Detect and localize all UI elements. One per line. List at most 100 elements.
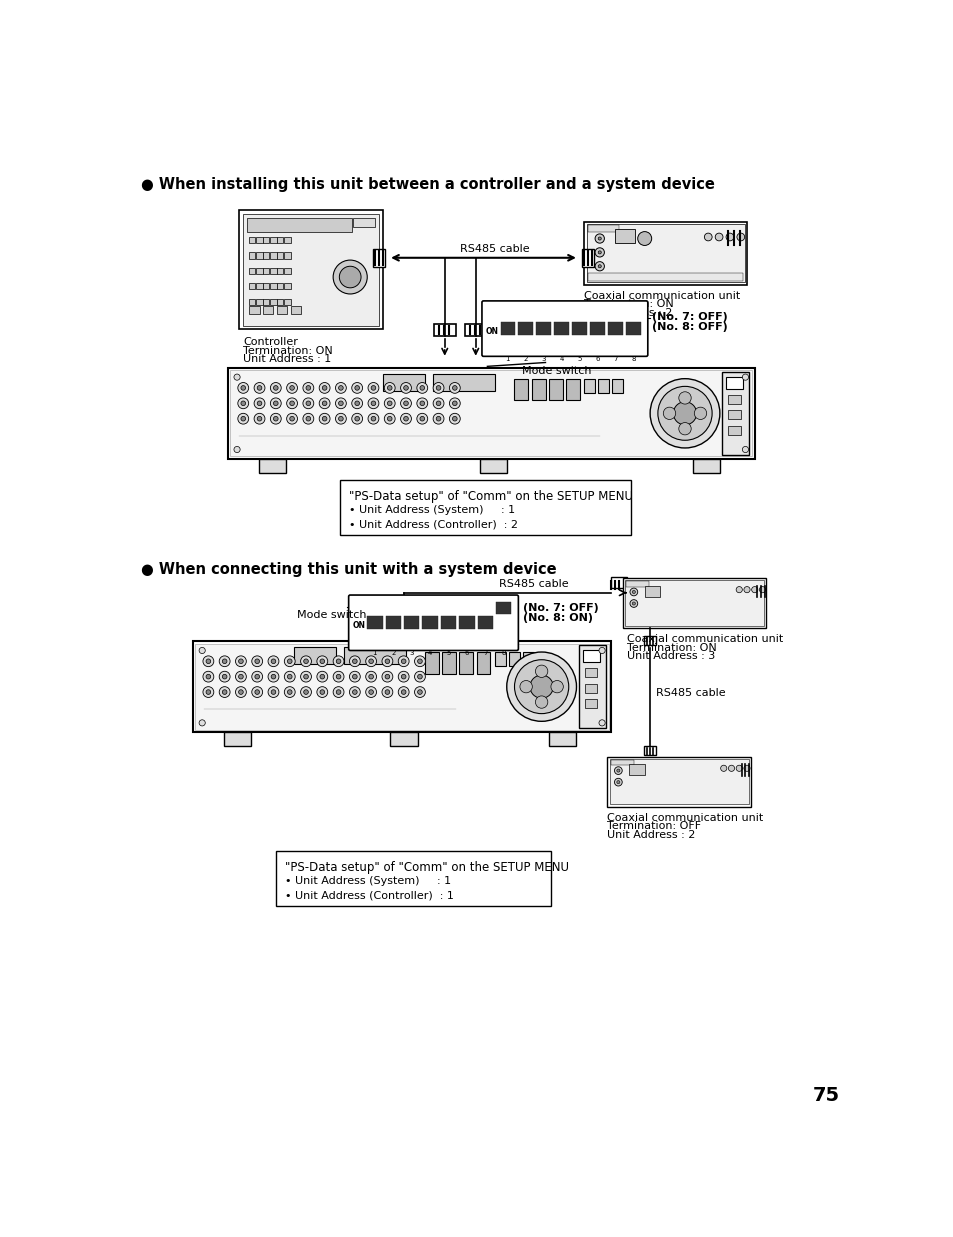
Bar [294,647,335,664]
Circle shape [415,672,425,682]
Bar [284,238,291,244]
Circle shape [290,417,294,421]
Bar [262,238,269,244]
Circle shape [614,767,621,774]
Bar [615,229,634,244]
Circle shape [355,417,359,421]
Circle shape [203,656,213,667]
Circle shape [449,398,459,408]
Text: 4: 4 [428,649,432,656]
Bar [725,377,742,388]
Circle shape [257,417,261,421]
Text: 6: 6 [595,355,599,361]
Text: Coaxial communication unit: Coaxial communication unit [583,291,740,301]
Circle shape [530,675,553,698]
Circle shape [720,766,726,772]
Bar [476,652,490,674]
Bar [571,307,587,335]
Circle shape [335,413,346,424]
Bar [587,225,618,231]
Circle shape [381,656,393,667]
Circle shape [303,674,308,679]
Bar [583,379,595,392]
Bar [495,601,512,630]
Circle shape [241,401,245,406]
Circle shape [632,602,635,605]
Bar [249,252,254,259]
Circle shape [449,382,459,393]
Circle shape [268,656,278,667]
Text: 5: 5 [577,355,581,361]
Circle shape [387,386,392,390]
Circle shape [385,690,390,694]
Text: "PS-Data setup" of "Comm" on the SETUP MENU: "PS-Data setup" of "Comm" on the SETUP M… [349,490,633,503]
Bar [396,599,410,615]
Text: 1: 1 [373,649,376,656]
Circle shape [715,233,722,241]
Circle shape [319,398,330,408]
Circle shape [319,690,324,694]
Bar [578,644,605,729]
Circle shape [417,690,422,694]
Circle shape [381,687,393,698]
Bar [548,379,562,401]
Circle shape [368,398,378,408]
Bar [624,580,763,626]
Circle shape [268,672,278,682]
Circle shape [759,586,765,593]
Circle shape [401,690,406,694]
Circle shape [303,382,314,393]
Bar [344,647,406,664]
Circle shape [349,656,360,667]
Bar [584,699,597,709]
Bar [464,324,486,335]
Circle shape [254,659,259,663]
Text: Termination: ON: Termination: ON [626,643,716,653]
Circle shape [222,690,227,694]
Text: ● When connecting this unit with a system device: ● When connecting this unit with a syste… [141,562,556,576]
Circle shape [199,720,205,726]
Bar [275,851,550,907]
Circle shape [365,672,376,682]
Circle shape [353,674,356,679]
Circle shape [535,696,547,709]
Circle shape [433,398,443,408]
Circle shape [335,659,340,663]
Circle shape [219,656,230,667]
Bar [291,307,301,314]
Bar [276,252,282,259]
Bar [553,307,569,335]
Circle shape [371,401,375,406]
Bar [366,601,383,630]
Circle shape [419,386,424,390]
Circle shape [253,382,265,393]
Circle shape [355,386,359,390]
Circle shape [725,233,733,241]
Circle shape [306,401,311,406]
Circle shape [306,386,311,390]
Circle shape [319,674,324,679]
Circle shape [333,656,344,667]
Bar [476,601,494,630]
Bar [721,372,748,455]
Circle shape [736,766,741,772]
Circle shape [352,398,362,408]
Bar [622,578,765,628]
Circle shape [271,674,275,679]
Bar [384,601,401,630]
Text: 8: 8 [631,355,635,361]
Circle shape [290,386,294,390]
Circle shape [741,374,748,380]
Circle shape [449,413,459,424]
Text: ● When installing this unit between a controller and a system device: ● When installing this unit between a co… [141,177,714,192]
Bar [479,459,506,473]
Circle shape [338,386,343,390]
Text: 4: 4 [559,355,563,361]
Text: ON: ON [485,327,498,335]
Circle shape [614,778,621,785]
Circle shape [384,382,395,393]
Bar [565,379,579,401]
Bar [728,411,740,419]
Circle shape [237,413,249,424]
Circle shape [335,398,346,408]
